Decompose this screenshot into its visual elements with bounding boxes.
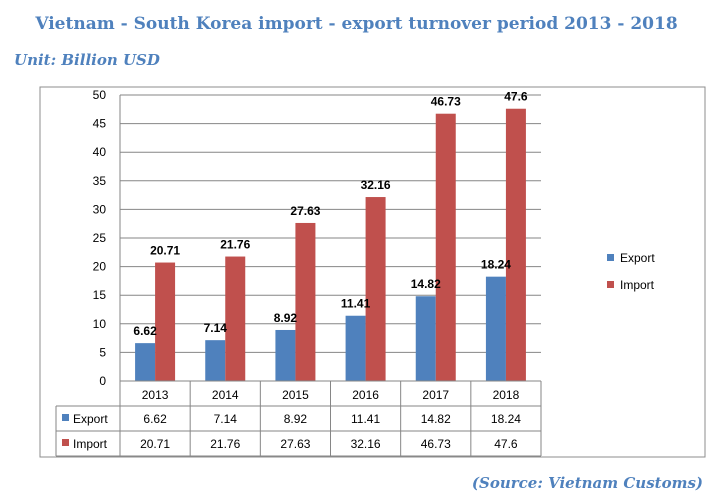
table-cell: 46.73	[421, 437, 451, 451]
y-tick-label: 45	[93, 117, 107, 131]
bar-import	[225, 256, 246, 381]
x-tick-label: 2013	[142, 388, 169, 402]
y-tick-label: 20	[93, 260, 107, 274]
data-label-import: 21.76	[220, 238, 250, 252]
unit-label: Unit: Billion USD	[14, 51, 160, 69]
x-tick-label: 2014	[212, 388, 239, 402]
y-tick-label: 50	[93, 88, 107, 102]
y-tick-label: 35	[93, 174, 107, 188]
source-note: (Source: Vietnam Customs)	[471, 474, 703, 492]
table-cell: 32.16	[351, 437, 381, 451]
y-tick-label: 10	[93, 317, 107, 331]
bar-export	[485, 276, 506, 381]
table-cell: 11.41	[351, 412, 380, 426]
bar-export	[205, 340, 226, 381]
data-label-import: 32.16	[361, 178, 391, 192]
data-label-import: 46.73	[431, 95, 461, 109]
data-label-export: 8.92	[274, 311, 298, 325]
table-cell: 20.71	[140, 437, 170, 451]
table-cell: 21.76	[210, 437, 240, 451]
table-cell: 6.62	[143, 412, 167, 426]
data-label-export: 7.14	[204, 321, 228, 335]
bar-import	[155, 262, 176, 381]
data-label-import: 47.6	[504, 90, 528, 104]
table-cell: 14.82	[421, 412, 451, 426]
data-label-export: 14.82	[411, 277, 441, 291]
bar-import	[435, 113, 456, 381]
legend-key-export	[607, 254, 614, 261]
y-tick-label: 5	[99, 345, 106, 359]
x-tick-label: 2017	[422, 388, 449, 402]
bar-export	[135, 343, 156, 381]
data-label-import: 27.63	[290, 204, 320, 218]
bar-import	[505, 108, 526, 381]
bar-export	[275, 329, 296, 381]
data-label-export: 18.24	[481, 258, 511, 272]
data-label-export: 11.41	[341, 297, 371, 311]
table-cell: 27.63	[280, 437, 310, 451]
table-series-name: Import	[73, 437, 108, 451]
y-tick-label: 15	[93, 288, 107, 302]
chart-title: Vietnam - South Korea import - export tu…	[35, 14, 678, 34]
bar-import	[295, 222, 316, 381]
legend-key-import	[607, 281, 614, 288]
x-tick-label: 2018	[493, 388, 520, 402]
x-tick-label: 2015	[282, 388, 309, 402]
legend-label-import: Import	[620, 278, 655, 292]
legend-label-export: Export	[620, 251, 655, 265]
y-tick-label: 0	[99, 374, 106, 388]
table-cell: 7.14	[214, 412, 238, 426]
x-tick-label: 2016	[352, 388, 379, 402]
bar-import	[365, 197, 386, 381]
data-label-export: 6.62	[133, 324, 157, 338]
table-legend-key	[62, 439, 69, 446]
y-tick-label: 30	[93, 202, 107, 216]
table-series-name: Export	[73, 412, 108, 426]
data-label-import: 20.71	[150, 244, 180, 258]
table-cell: 47.6	[494, 437, 518, 451]
table-cell: 18.24	[491, 412, 521, 426]
table-cell: 8.92	[284, 412, 308, 426]
bar-export	[345, 315, 366, 381]
y-tick-label: 40	[93, 145, 107, 159]
table-legend-key	[62, 414, 69, 421]
y-tick-label: 25	[93, 231, 107, 245]
bar-export	[415, 296, 436, 381]
